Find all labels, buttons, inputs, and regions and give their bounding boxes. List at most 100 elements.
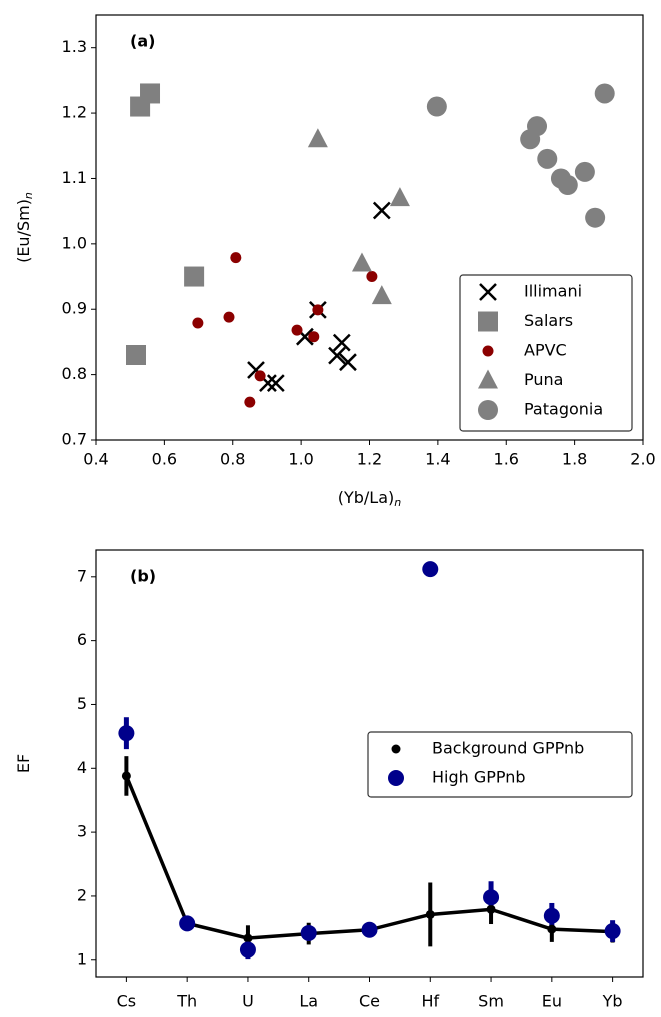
x-marker bbox=[479, 283, 497, 301]
dot-marker bbox=[366, 271, 378, 283]
circle-marker bbox=[426, 96, 447, 117]
y-tick-label: 3 bbox=[77, 822, 87, 841]
triangle-marker bbox=[478, 369, 498, 389]
circle-marker bbox=[574, 161, 595, 182]
dot-marker bbox=[425, 909, 435, 919]
dot-marker bbox=[486, 904, 496, 914]
x-tick-label: 1.2 bbox=[357, 450, 382, 469]
x-tick-label: U bbox=[242, 992, 254, 1011]
x-tick-label: Ce bbox=[359, 992, 380, 1011]
x-tick-label: 1.6 bbox=[494, 450, 519, 469]
dot-marker bbox=[230, 252, 242, 264]
y-tick-label: 6 bbox=[77, 630, 87, 649]
legend-box bbox=[459, 274, 633, 432]
x-tick-label: 1.8 bbox=[562, 450, 587, 469]
circle-marker bbox=[361, 921, 378, 938]
x-tick-label: Th bbox=[176, 992, 197, 1011]
square-marker bbox=[125, 345, 146, 365]
y-axis-label: EF bbox=[14, 754, 33, 773]
x-marker bbox=[332, 333, 351, 352]
y-tick-label: 2 bbox=[77, 885, 87, 904]
y-tick-label: 1.3 bbox=[62, 37, 87, 56]
x-tick-label: 1.0 bbox=[288, 450, 313, 469]
panel-label: (b) bbox=[130, 567, 156, 586]
x-axis-label-sub: n bbox=[394, 496, 401, 509]
x-tick-label: Hf bbox=[421, 992, 439, 1011]
circle-marker bbox=[300, 924, 317, 941]
legend-label: APVC bbox=[524, 341, 567, 360]
y-tick-label: 1.2 bbox=[62, 103, 87, 122]
x-tick-label: Eu bbox=[542, 992, 562, 1011]
circle-marker bbox=[422, 561, 439, 578]
legend-marker bbox=[391, 744, 401, 754]
y-tick-label: 7 bbox=[77, 566, 87, 585]
x-tick-label: 0.8 bbox=[220, 450, 245, 469]
dot-marker bbox=[254, 370, 266, 382]
x-tick-label: Sm bbox=[478, 992, 504, 1011]
triangle-marker bbox=[371, 285, 392, 305]
circle-marker bbox=[604, 923, 621, 940]
triangle-marker bbox=[307, 128, 328, 148]
circle-marker bbox=[179, 915, 196, 932]
y-tick-label: 0.7 bbox=[62, 430, 87, 449]
y-tick-label: 0.9 bbox=[62, 299, 87, 318]
dot-marker bbox=[244, 396, 256, 408]
square-marker bbox=[184, 266, 205, 287]
x-marker bbox=[339, 353, 357, 372]
circle-marker bbox=[537, 148, 558, 169]
legend-marker bbox=[388, 770, 404, 786]
circle-marker bbox=[520, 129, 541, 150]
x-tick-label: 2.0 bbox=[630, 450, 655, 469]
y-tick-label: 5 bbox=[77, 694, 87, 713]
dot-marker bbox=[192, 317, 204, 329]
x-marker bbox=[372, 201, 391, 220]
square-marker bbox=[140, 83, 161, 104]
legend-label: Illimani bbox=[524, 282, 582, 301]
circle-marker bbox=[585, 207, 606, 228]
x-axis-label: (Yb/La)n bbox=[338, 488, 402, 510]
dot-marker bbox=[291, 324, 303, 336]
legend-label: Patagonia bbox=[524, 400, 603, 419]
x-marker bbox=[328, 346, 346, 365]
dot-marker bbox=[121, 771, 131, 781]
x-tick-label: Yb bbox=[602, 992, 623, 1011]
dot-marker bbox=[223, 311, 235, 323]
dot-marker bbox=[312, 304, 324, 316]
triangle-marker bbox=[351, 252, 372, 272]
y-axis-label-main: EF bbox=[14, 754, 33, 773]
y-axis-label-sub: n bbox=[22, 192, 35, 199]
y-tick-label: 4 bbox=[77, 758, 87, 777]
circle-marker bbox=[543, 907, 560, 924]
legend-label: Salars bbox=[524, 311, 573, 330]
legend-label: High GPPnb bbox=[432, 768, 526, 787]
legend-label: Background GPPnb bbox=[432, 739, 584, 758]
x-tick-label: 0.6 bbox=[152, 450, 177, 469]
series-line bbox=[124, 775, 613, 940]
x-tick-label: 1.4 bbox=[425, 450, 450, 469]
x-tick-label: 0.4 bbox=[83, 450, 108, 469]
circle-marker bbox=[239, 941, 256, 958]
x-axis-label-main: (Yb/La) bbox=[338, 488, 395, 507]
circle-marker bbox=[483, 889, 500, 906]
y-tick-label: 0.8 bbox=[62, 364, 87, 383]
x-marker bbox=[266, 374, 285, 392]
legend-box bbox=[367, 731, 633, 798]
circle-marker bbox=[594, 83, 615, 104]
square-marker bbox=[478, 311, 498, 332]
circle-marker bbox=[478, 400, 498, 420]
triangle-marker bbox=[389, 187, 410, 207]
legend-label: Puna bbox=[524, 370, 563, 389]
y-tick-label: 1 bbox=[77, 949, 87, 968]
y-axis-label-main: (Eu/Sm) bbox=[14, 199, 33, 263]
dot-marker bbox=[482, 345, 494, 357]
y-tick-label: 1.1 bbox=[62, 168, 87, 187]
x-tick-label: Cs bbox=[117, 992, 137, 1011]
circle-marker bbox=[557, 175, 578, 195]
y-tick-label: 1.0 bbox=[62, 233, 87, 252]
x-tick-label: La bbox=[299, 992, 318, 1011]
y-axis-label: (Eu/Sm)n bbox=[14, 192, 36, 263]
dot-marker bbox=[308, 331, 320, 343]
dot-marker bbox=[243, 933, 253, 943]
